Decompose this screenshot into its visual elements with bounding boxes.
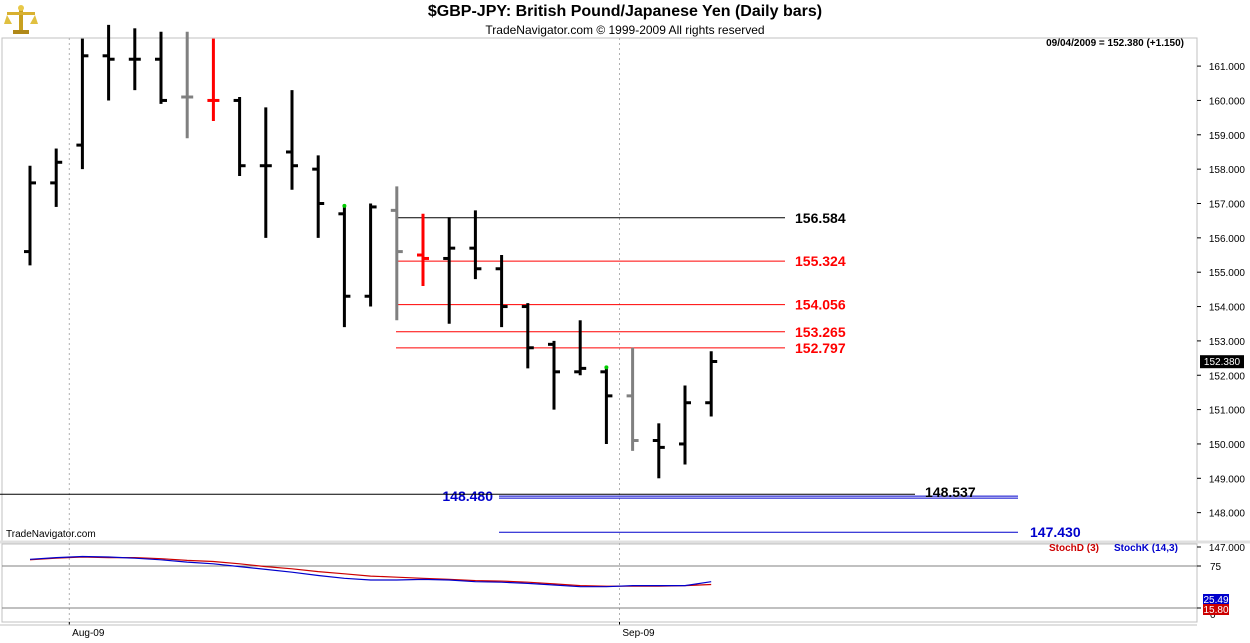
- ohlc-bar: [364, 203, 377, 307]
- y-tick-label: 156.000: [1209, 234, 1246, 245]
- stoch-value-label: 25.49: [1203, 595, 1228, 606]
- level-label: 148.480: [442, 488, 493, 504]
- y-tick-label: 158.000: [1209, 165, 1246, 176]
- ohlc-bar: [50, 148, 63, 207]
- level-label: 156.584: [795, 210, 846, 226]
- ohlc-bar: [128, 28, 141, 91]
- level-label: 152.797: [795, 340, 846, 356]
- legend-stochk: StochK (14,3): [1114, 543, 1178, 554]
- stoch-panel-frame: [1, 543, 1198, 623]
- y-tick-label: 150.000: [1209, 440, 1246, 451]
- stoch-value-badge: [1203, 604, 1229, 615]
- level-label: 155.324: [795, 253, 846, 269]
- level-label: 147.430: [1030, 524, 1081, 540]
- stochk-line: [29, 555, 712, 588]
- y-tick-label: 161.000: [1209, 62, 1246, 73]
- ohlc-bar: [626, 347, 639, 451]
- stochd-line: [29, 556, 712, 587]
- chart-title: $GBP-JPY: British Pound/Japanese Yen (Da…: [427, 3, 823, 20]
- stoch-value-label: 15.80: [1203, 605, 1228, 616]
- y-tick-label: 151.000: [1209, 406, 1246, 417]
- ohlc-bar: [338, 203, 351, 328]
- price-status: 09/04/2009 = 152.380 (+1.150): [1046, 38, 1184, 49]
- last-price-badge: [1200, 355, 1244, 369]
- ohlc-bar: [443, 217, 456, 324]
- ohlc-bar: [574, 320, 587, 376]
- ohlc-bar: [76, 38, 89, 170]
- y-tick-label: 153.000: [1209, 337, 1246, 348]
- y-tick-label: 149.000: [1209, 474, 1246, 485]
- y-tick-label: 154.000: [1209, 303, 1246, 314]
- ohlc-bar: [705, 351, 718, 417]
- stoch-value-badge: [1203, 594, 1229, 605]
- y-tick-label: 148.000: [1209, 509, 1246, 520]
- ohlc-bar: [233, 97, 246, 177]
- ohlc-bar: [312, 155, 325, 238]
- y-tick-label: 157.000: [1209, 200, 1246, 211]
- ohlc-bar: [495, 255, 508, 328]
- ohlc-bar: [679, 385, 691, 465]
- y-tick-label: 152.000: [1209, 371, 1246, 382]
- ohlc-bar: [417, 213, 429, 286]
- y-tick-label: 160.000: [1209, 96, 1246, 107]
- ohlc-bar: [652, 423, 665, 479]
- ohlc-bar: [390, 186, 403, 321]
- ohlc-bar: [286, 90, 298, 190]
- last-price-label: 152.380: [1204, 357, 1241, 368]
- ohlc-bar: [207, 38, 220, 122]
- ohlc-bar: [259, 107, 272, 238]
- x-tick-label: Aug-09: [72, 628, 105, 639]
- ohlc-bar: [469, 210, 482, 280]
- stoch-y-label: 75: [1210, 562, 1222, 573]
- level-label: 154.056: [795, 297, 846, 313]
- y-tick-label: 147.000: [1209, 543, 1246, 554]
- legend-stochd: StochD (3): [1049, 543, 1099, 554]
- stoch-y-label: 0: [1210, 610, 1216, 621]
- y-tick-label: 155.000: [1209, 268, 1246, 279]
- ohlc-bar: [24, 165, 36, 266]
- price-panel-frame: [1, 37, 1198, 542]
- level-label: 153.265: [795, 324, 846, 340]
- scales-logo-icon: [4, 5, 38, 34]
- watermark: TradeNavigator.com: [6, 529, 96, 540]
- ohlc-bar: [521, 303, 534, 369]
- ohlc-bar: [155, 31, 167, 104]
- ohlc-bar: [600, 365, 613, 444]
- level-label: 148.537: [925, 484, 976, 500]
- ohlc-bar: [548, 340, 560, 410]
- chart-subtitle: TradeNavigator.com © 1999-2009 All right…: [485, 23, 765, 37]
- signal-dot: [604, 365, 609, 370]
- ohlc-bar: [181, 31, 194, 139]
- signal-dot: [342, 203, 347, 208]
- x-tick-label: Sep-09: [622, 628, 655, 639]
- ohlc-bar: [102, 24, 115, 101]
- y-tick-label: 159.000: [1209, 131, 1246, 142]
